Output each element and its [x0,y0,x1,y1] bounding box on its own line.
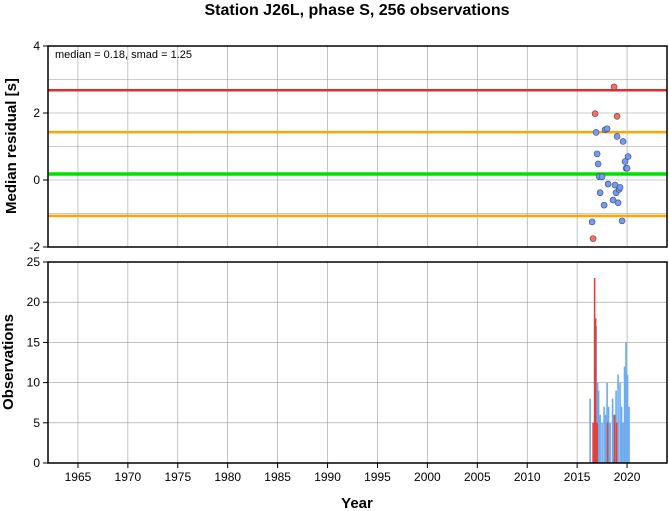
y-tick-label: 10 [27,376,41,390]
residual-panel: -2 0 2 4 median = 0.18, smad = 1.25 Median … [3,39,668,254]
observation-bar [609,422,611,463]
observation-bar [594,318,597,463]
x-tick-label: 1995 [364,470,391,484]
y-tick-label: 2 [33,106,40,120]
x-tick-label: 1990 [314,470,341,484]
observation-bar [589,398,591,463]
residual-point [614,199,622,207]
residual-point [619,138,627,145]
residual-point [618,217,626,225]
observations-bars [589,278,630,463]
x-tick-label: 1980 [214,470,241,484]
observation-bar [596,422,598,463]
residual-point [603,125,611,133]
residual-point [596,189,604,197]
observations-y-ticks: 0 5 10 15 20 25 [27,255,48,470]
residual-point [589,235,597,242]
x-tick-label: 2000 [414,470,441,484]
observation-bar [619,382,621,463]
residual-point [623,164,631,172]
chart-title: Station J26L, phase S, 256 observations [205,2,510,19]
y-tick-label: 5 [33,416,40,430]
observation-bar [625,342,627,463]
residual-panel-frame [47,45,668,248]
observations-grid [48,262,667,463]
x-tick-label: 2015 [564,470,591,484]
year-x-ticks: 1965 1970 1975 1980 1985 1990 1995 2000 2005 2010… [65,463,641,484]
residual-point [613,113,621,120]
residual-point [594,160,602,168]
observation-bar [604,414,607,463]
residual-y-axis-label: Median residual [s] [3,78,20,214]
y-tick-label: -2 [29,240,40,254]
observation-bar [606,422,609,463]
observation-bar [611,398,614,463]
residual-point [616,184,624,191]
residual-point [624,153,632,160]
observation-bar [601,422,603,463]
observation-bar [622,422,624,463]
observation-bar [597,390,600,463]
residual-point [588,218,596,226]
y-tick-label: 4 [33,39,40,53]
observations-y-axis-label: Observations [0,314,17,410]
observation-bar [626,374,629,463]
observation-bar [603,406,605,463]
x-tick-label: 2005 [464,470,491,484]
observation-bar [613,414,616,463]
residual-point [610,83,618,91]
y-tick-label: 20 [27,295,41,309]
year-x-axis-label: Year [341,495,373,511]
observation-bar [593,278,596,463]
x-tick-label: 2010 [514,470,541,484]
y-tick-label: 15 [27,335,41,349]
residual-point [600,201,608,209]
reference-lines [48,88,667,218]
observation-bar [607,406,610,463]
observation-bar [592,422,594,463]
x-tick-label: 1965 [65,470,92,484]
x-tick-label: 1975 [164,470,191,484]
residual-point [604,180,612,188]
observations-panel: 0 5 10 15 20 25 1965 1970 1975 1980 1985 1990 1995 2… [0,255,668,511]
y-tick-label: 0 [33,456,40,470]
residual-point [593,150,601,158]
observation-bar [617,374,619,463]
x-tick-label: 2020 [614,470,641,484]
observation-bar [623,366,626,463]
observation-bar [615,422,618,463]
observation-bar [628,406,630,463]
x-tick-label: 1970 [115,470,142,484]
stats-annotation: median = 0.18, smad = 1.25 [55,49,192,61]
residual-point [621,158,629,165]
residual-point [598,173,606,180]
y-tick-label: 25 [27,255,41,269]
observation-bar [599,414,601,463]
residual-points [588,83,632,242]
residual-point [613,133,621,140]
residual-grid [48,46,667,247]
residual-point [591,110,599,117]
x-tick-label: 1985 [264,470,291,484]
residual-y-ticks: -2 0 2 4 [29,39,48,254]
y-tick-label: 0 [33,173,40,187]
residual-point [592,129,600,136]
observations-panel-frame [47,261,668,464]
residual-point [609,196,617,204]
observation-bar [620,406,623,463]
